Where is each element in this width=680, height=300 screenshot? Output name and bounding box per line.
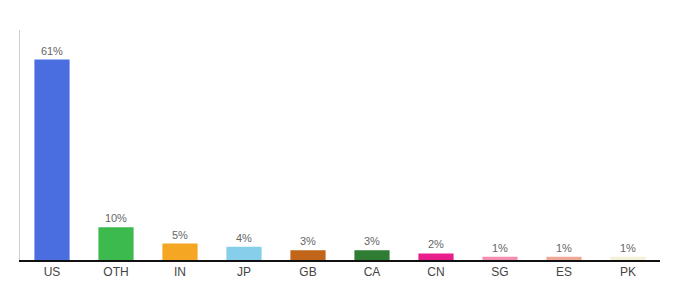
svg-text:SG: SG bbox=[491, 265, 508, 279]
svg-text:1%: 1% bbox=[620, 242, 636, 254]
svg-text:OTH: OTH bbox=[103, 265, 128, 279]
svg-text:10%: 10% bbox=[105, 212, 127, 224]
svg-text:US: US bbox=[44, 265, 61, 279]
svg-text:4%: 4% bbox=[236, 232, 252, 244]
svg-text:PK: PK bbox=[620, 265, 636, 279]
svg-text:ES: ES bbox=[556, 265, 572, 279]
svg-text:3%: 3% bbox=[300, 235, 316, 247]
svg-text:61%: 61% bbox=[41, 45, 63, 57]
svg-text:3%: 3% bbox=[364, 235, 380, 247]
svg-text:CN: CN bbox=[427, 265, 444, 279]
svg-text:1%: 1% bbox=[492, 242, 508, 254]
svg-text:IN: IN bbox=[174, 265, 186, 279]
svg-text:CA: CA bbox=[364, 265, 381, 279]
svg-text:5%: 5% bbox=[172, 229, 188, 241]
svg-text:JP: JP bbox=[237, 265, 251, 279]
svg-text:2%: 2% bbox=[428, 238, 444, 250]
svg-text:GB: GB bbox=[299, 265, 316, 279]
svg-text:1%: 1% bbox=[556, 242, 572, 254]
